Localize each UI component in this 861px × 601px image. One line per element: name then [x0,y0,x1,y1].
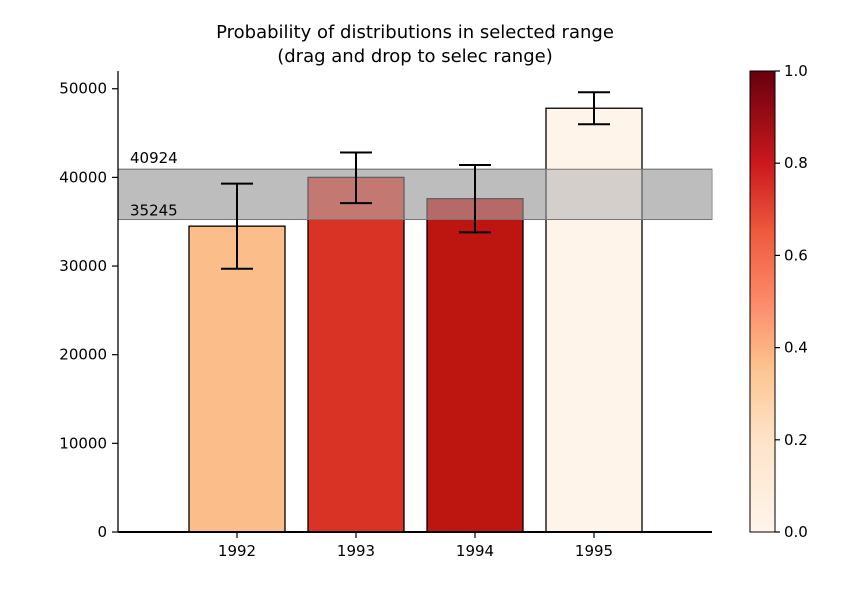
plot-area[interactable]: 40924 35245 0 10000 20000 30000 40000 50000 1992… [59,71,713,560]
range-high-label: 40924 [130,149,178,167]
y-tick-label-0: 0 [97,523,107,541]
y-tick-label-50000: 50000 [59,80,107,98]
colorbar-tick-label-4: 0.8 [784,154,808,172]
x-tick-label-1992: 1992 [218,542,256,560]
colorbar: 0.0 0.2 0.4 0.6 0.8 1.0 [749,62,808,541]
bar-1994[interactable] [426,198,524,533]
selected-range-overlay [118,169,712,220]
chart-title-line1: Probability of distributions in selected… [216,22,614,43]
colorbar-tick-label-2: 0.4 [784,339,808,357]
y-tick-label-40000: 40000 [59,168,107,186]
y-tick-label-30000: 30000 [59,257,107,275]
y-tick-label-10000: 10000 [59,434,107,452]
colorbar-tick-label-0: 0.0 [784,523,808,541]
colorbar-gradient [749,70,776,533]
x-tick-label-1994: 1994 [456,542,494,560]
range-low-label: 35245 [130,202,178,220]
colorbar-tick-label-3: 0.6 [784,246,808,264]
bar-1992[interactable] [188,225,286,533]
x-tick-label-1993: 1993 [337,542,375,560]
y-tick-label-20000: 20000 [59,346,107,364]
bar-1993[interactable] [307,176,405,533]
colorbar-tick-label-5: 1.0 [784,62,808,80]
colorbar-tick-label-1: 0.2 [784,431,808,449]
x-tick-label-1995: 1995 [575,542,613,560]
chart-title-line2: (drag and drop to selec range) [277,46,553,67]
